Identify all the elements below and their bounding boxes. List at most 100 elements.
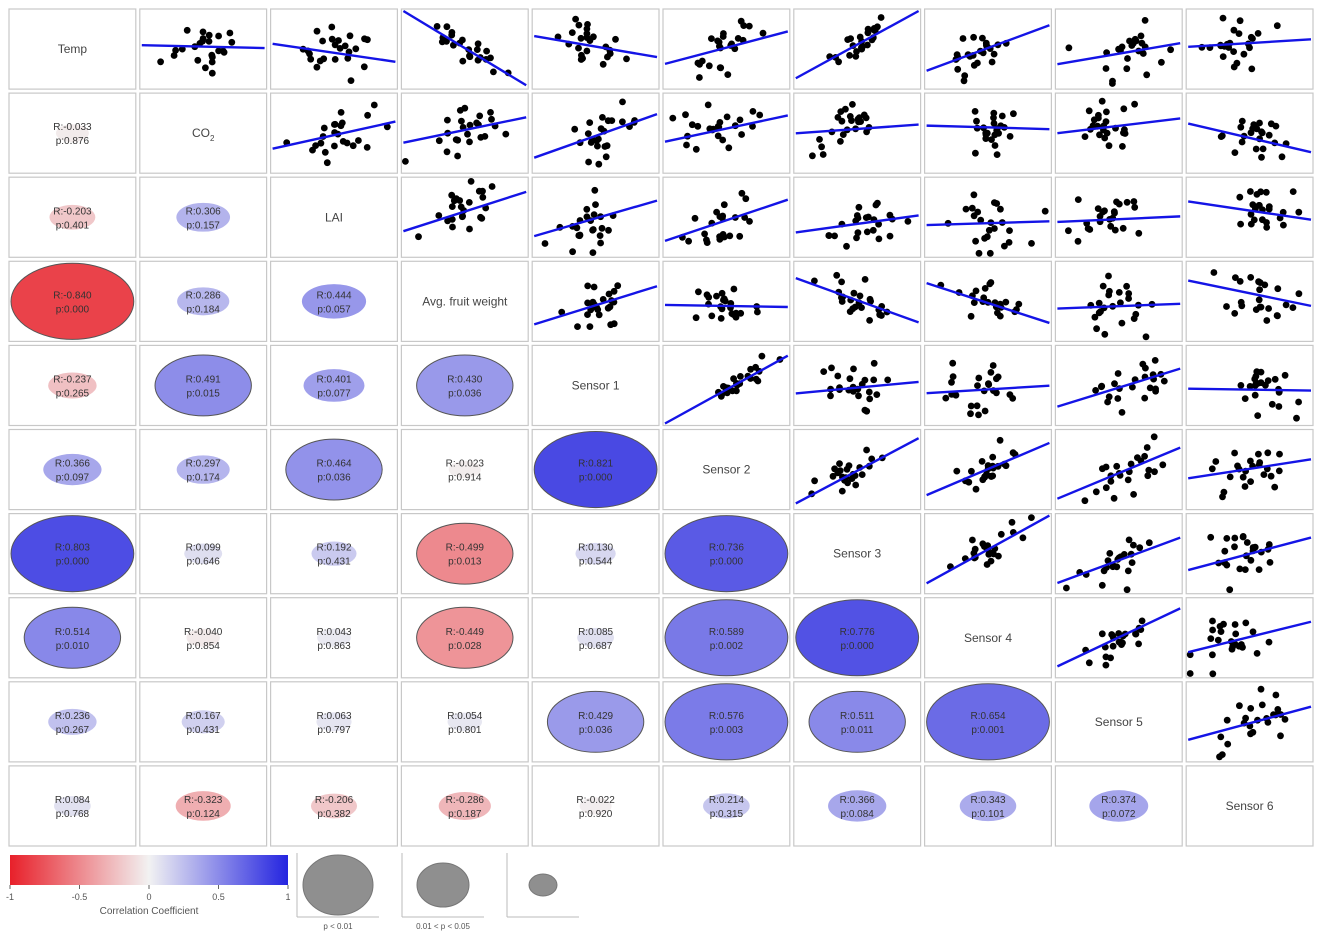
scatter-point	[339, 138, 347, 145]
correlation-r-label: R:0.297	[186, 459, 221, 470]
scatter-point	[1009, 449, 1017, 457]
scatter-point	[456, 197, 464, 204]
scatter-point	[586, 323, 594, 330]
scatter-point	[448, 191, 456, 199]
correlation-r-label: R:0.803	[55, 543, 90, 554]
regression-line	[1188, 387, 1312, 392]
scatter-point	[215, 32, 223, 40]
scatter-point	[449, 223, 456, 231]
scatter-point	[1246, 383, 1254, 390]
scatter-point	[968, 467, 975, 475]
scatter-point	[331, 56, 339, 63]
scatter-point	[858, 471, 866, 478]
scatter-point	[987, 369, 995, 376]
scatter-point	[703, 236, 710, 244]
scatter-point	[331, 41, 339, 49]
panel-r5-c0: R:0.366 p:0.097	[8, 428, 137, 511]
scatter-point	[949, 359, 957, 367]
scatter-point	[1101, 330, 1109, 338]
panel-r7-c6: R:0.776 p:0.000	[793, 597, 922, 679]
scatter-point	[856, 292, 864, 300]
regression-line	[664, 354, 789, 425]
panel-r8-c8: Sensor 5	[1054, 681, 1183, 763]
colorbar-tick-label: 1	[285, 892, 290, 902]
scatter-point	[444, 217, 451, 225]
panel-r0-c2	[270, 8, 399, 90]
correlation-r-label: R:-0.237	[53, 374, 92, 385]
scatter-point	[1253, 650, 1261, 657]
scatter-point	[1138, 39, 1146, 47]
regression-line	[272, 42, 396, 63]
panel-r9-c6: R:0.366 p:0.084	[793, 765, 922, 847]
correlation-ellipse	[416, 354, 514, 417]
scatter-point	[827, 392, 834, 400]
scatter-point	[1263, 224, 1271, 231]
regression-line	[533, 113, 658, 159]
scatter-point	[811, 277, 818, 285]
scatter-point	[1098, 97, 1106, 105]
scatter-point	[1134, 454, 1141, 461]
scatter-point	[569, 248, 576, 256]
scatter-point	[816, 136, 823, 143]
scatter-point	[990, 109, 998, 117]
scatter-point	[1257, 303, 1265, 311]
correlation-p-label: p:0.863	[317, 641, 351, 652]
scatter-point	[320, 124, 328, 132]
scatter-point	[1232, 630, 1240, 638]
scatter-point	[1242, 619, 1250, 627]
correlation-p-label: p:0.001	[971, 725, 1005, 736]
scatter-group	[1187, 269, 1312, 324]
scatter-point	[846, 113, 854, 120]
scatter-point	[1214, 636, 1222, 644]
scatter-point	[1150, 433, 1158, 441]
panel-r5-c3: R:-0.023 p:0.914	[400, 428, 529, 511]
scatter-point	[967, 312, 975, 320]
scatter-point	[476, 112, 484, 120]
scatter-point	[202, 64, 209, 72]
scatter-point	[1130, 315, 1138, 322]
correlation-ellipse	[55, 124, 89, 142]
scatter-point	[705, 62, 713, 70]
scatter-point	[589, 226, 596, 234]
panel-r2-c2: LAI	[270, 176, 399, 258]
scatter-point	[1223, 535, 1231, 542]
scatter-point	[1074, 237, 1082, 245]
scatter-point	[1263, 219, 1270, 226]
scatter-point	[1258, 129, 1266, 137]
scatter-point	[846, 52, 853, 59]
scatter-point	[1230, 26, 1238, 34]
correlation-ellipse	[10, 262, 135, 340]
scatter-point	[1124, 567, 1132, 575]
scatter-point	[904, 218, 912, 225]
correlation-p-label: p:0.646	[187, 557, 221, 568]
scatter-point	[991, 142, 999, 149]
regression-line	[1057, 42, 1181, 66]
panel-r6-c2: R:0.192 p:0.431	[270, 512, 399, 595]
correlation-ellipse	[546, 690, 645, 753]
scatter-point	[835, 58, 842, 66]
scatter-point	[853, 234, 860, 242]
correlation-p-label: p:0.057	[317, 304, 351, 315]
scatter-group	[664, 101, 789, 153]
scatter-point	[1236, 193, 1244, 201]
panel-r3-c9	[1185, 260, 1314, 342]
correlation-p-label: p:0.544	[579, 557, 613, 568]
scatter-point	[576, 232, 583, 240]
scatter-point	[583, 30, 591, 38]
panel-r6-c4: R:0.130 p:0.544	[531, 512, 660, 595]
scatter-point	[605, 290, 613, 298]
scatter-point	[1295, 290, 1303, 298]
scatter-point	[1145, 539, 1153, 547]
scatter-point	[1125, 295, 1132, 302]
panel-r9-c1: R:-0.323 p:0.124	[139, 765, 268, 847]
scatter-point	[695, 288, 702, 296]
scatter-point	[742, 195, 750, 203]
scatter-point	[336, 45, 344, 52]
colorbar	[10, 855, 288, 885]
correlation-ellipse	[317, 628, 351, 647]
scatter-point	[837, 108, 845, 115]
scatter-point	[1247, 33, 1255, 41]
correlation-r-label: R:0.514	[55, 627, 90, 638]
scatter-point	[448, 29, 456, 36]
